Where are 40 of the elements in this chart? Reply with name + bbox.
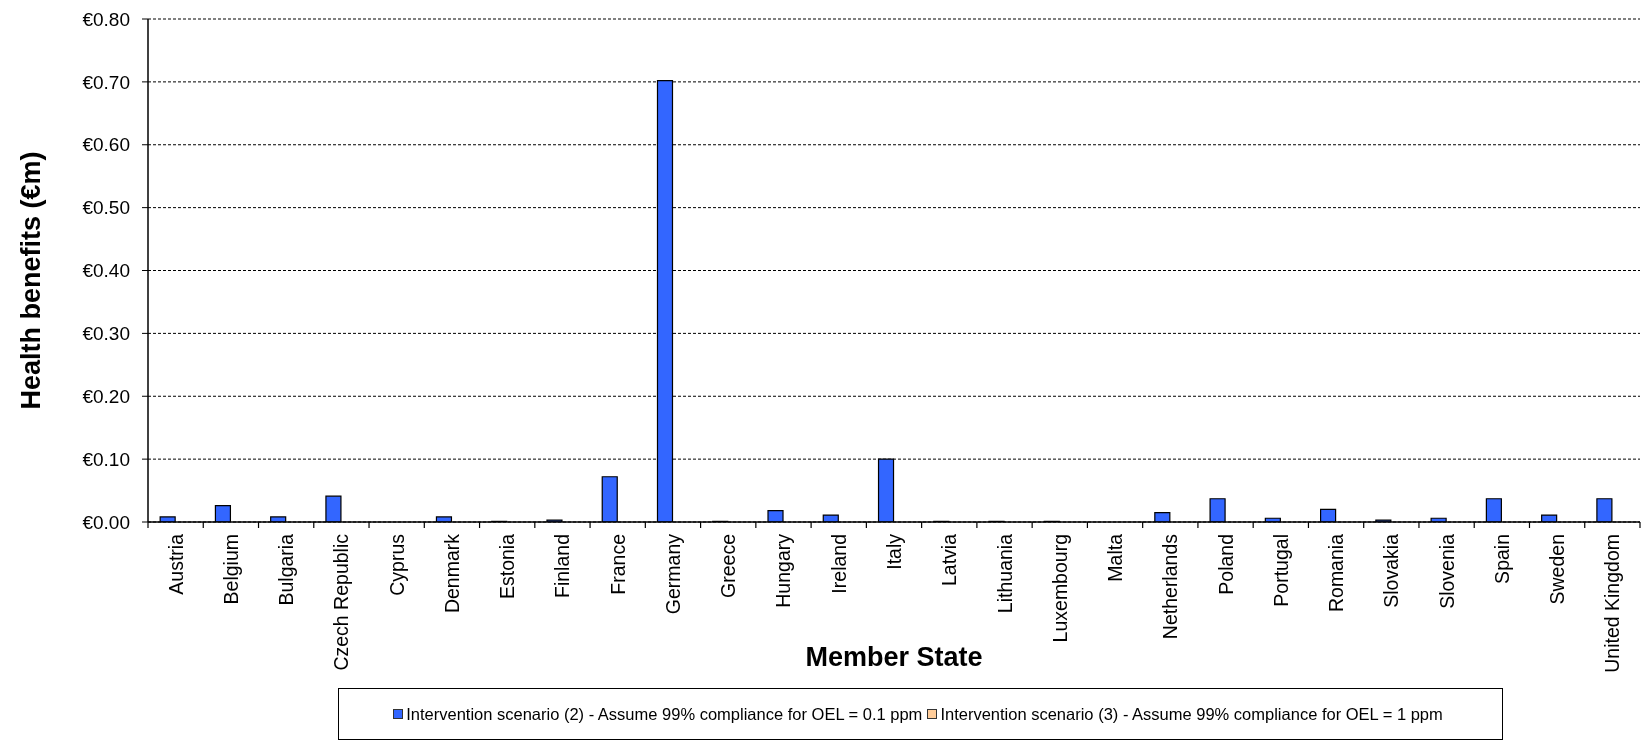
x-tick-label: Belgium	[219, 534, 242, 605]
x-tick-label: Sweden	[1546, 534, 1569, 605]
x-tick-label: Germany	[661, 533, 684, 615]
legend-label: Intervention scenario (3) - Assume 99% compliance for OEL = 1 ppm	[940, 704, 1443, 724]
legend-label: Intervention scenario (2) - Assume 99% compliance for OEL = 0.1 ppm	[406, 704, 923, 724]
x-tick-label: Luxembourg	[1048, 534, 1071, 643]
y-tick-label: €0.60	[82, 134, 130, 156]
x-tick-label: Romania	[1325, 533, 1348, 613]
x-tick-label: Finland	[551, 534, 574, 598]
x-tick-label: Slovakia	[1380, 533, 1403, 608]
x-tick-label: Malta	[1104, 533, 1127, 582]
x-tick-label: Estonia	[496, 533, 519, 600]
x-tick-label: Netherlands	[1159, 533, 1182, 640]
x-tick-label: Portugal	[1269, 534, 1292, 607]
x-tick-label: Ireland	[827, 534, 850, 594]
x-tick-label: Poland	[1214, 534, 1237, 595]
y-tick-label: €0.50	[82, 197, 130, 219]
x-tick-label: France	[606, 534, 629, 595]
y-tick-label: €0.20	[82, 385, 130, 407]
x-tick-label: Italy	[883, 533, 905, 570]
x-tick-label: Hungary	[772, 533, 795, 608]
x-tick-label: Latvia	[938, 533, 961, 587]
x-tick-label: United Kingdom	[1601, 534, 1624, 673]
x-tick-label: Austria	[164, 533, 187, 595]
x-tick-label: Cyprus	[385, 533, 408, 596]
y-tick-label: €0.00	[82, 511, 130, 533]
x-tick-label: Denmark	[440, 533, 463, 614]
x-tick-label: Czech Republic	[330, 533, 353, 671]
y-tick-label: €0.40	[82, 260, 130, 282]
y-tick-label: €0.80	[82, 8, 130, 30]
x-tick-label: Greece	[717, 534, 740, 598]
y-tick-label: €0.70	[82, 71, 130, 93]
x-tick-label: Spain	[1490, 534, 1513, 584]
y-tick-label: €0.30	[82, 323, 130, 345]
x-tick-label: Lithuania	[993, 533, 1016, 614]
y-axis-title: Health benefits (€m)	[16, 151, 46, 410]
x-tick-label: Slovenia	[1435, 533, 1458, 609]
x-tick-label: Bulgaria	[275, 533, 298, 606]
y-tick-label: €0.10	[82, 448, 130, 470]
x-axis-title: Member State	[805, 642, 983, 672]
